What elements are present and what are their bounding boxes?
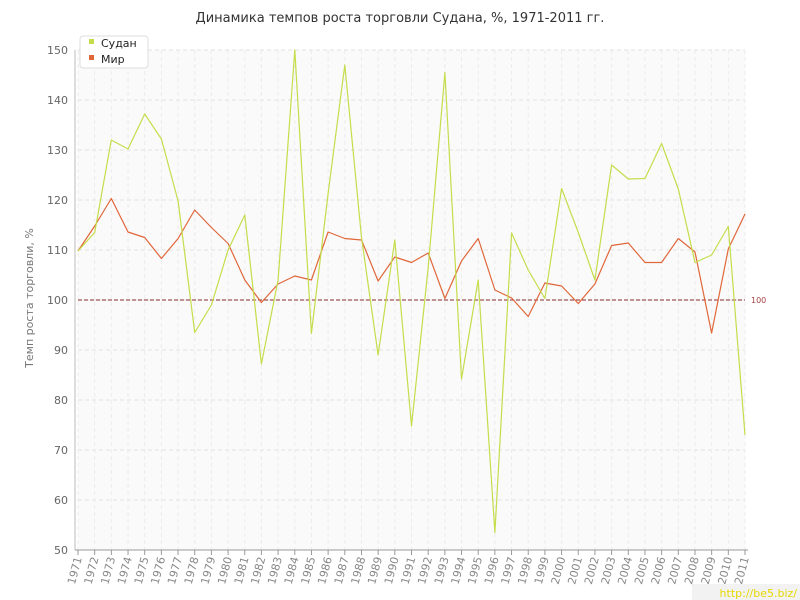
legend-swatch-sudan bbox=[89, 39, 94, 44]
y-tick-label-90: 90 bbox=[54, 344, 68, 357]
y-axis-label: Темп роста торговли, % bbox=[23, 228, 36, 369]
y-tick-label-150: 150 bbox=[47, 44, 68, 57]
chart-title: Динамика темпов роста торговли Судана, %… bbox=[196, 11, 605, 26]
legend-label-world: Мир bbox=[101, 53, 125, 66]
series-line-sudan bbox=[77, 49, 746, 534]
y-tick-label-50: 50 bbox=[54, 544, 68, 557]
legend-swatch-world bbox=[89, 55, 94, 60]
y-tick-label-100: 100 bbox=[47, 294, 68, 307]
y-tick-label-70: 70 bbox=[54, 444, 68, 457]
legend-box bbox=[79, 35, 149, 69]
series-line-world bbox=[77, 197, 746, 334]
watermark-background bbox=[692, 584, 800, 600]
y-tick-label-140: 140 bbox=[47, 94, 68, 107]
legend: Судан Мир bbox=[79, 35, 149, 69]
legend-label-sudan: Судан bbox=[101, 37, 137, 50]
y-tick-label-110: 110 bbox=[47, 244, 68, 257]
y-tick-label-80: 80 bbox=[54, 394, 68, 407]
y-tick-label-60: 60 bbox=[54, 494, 68, 507]
y-tick-label-120: 120 bbox=[47, 194, 68, 207]
y-tick-label-130: 130 bbox=[47, 144, 68, 157]
reference-line-label: 100 bbox=[751, 296, 766, 305]
watermark: http://be5.biz/ bbox=[692, 584, 800, 600]
plot-area: 5060708090100110120130140150197119721973… bbox=[47, 44, 766, 586]
watermark-text: http://be5.biz/ bbox=[720, 587, 798, 600]
